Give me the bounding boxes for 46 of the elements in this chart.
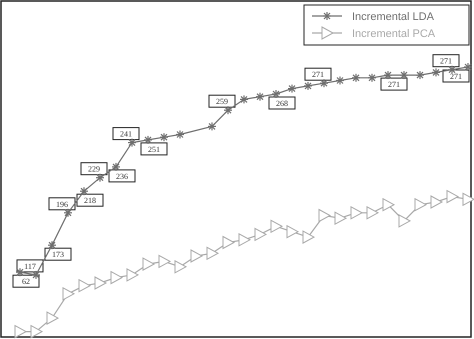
annotation: 173: [52, 250, 64, 260]
point: [78, 279, 90, 292]
annotation: 196: [56, 200, 68, 209]
point: [238, 233, 250, 246]
point: [334, 212, 346, 225]
annotation: 62: [22, 277, 30, 286]
point: [286, 225, 298, 238]
point: [222, 236, 234, 249]
point: [462, 192, 474, 206]
point: [174, 260, 186, 274]
annotation: 268: [276, 99, 288, 108]
point: [46, 312, 58, 325]
point: [126, 268, 138, 282]
point: [366, 206, 378, 220]
point: [350, 206, 362, 220]
annotation: 271: [312, 70, 324, 80]
point: [158, 254, 170, 268]
annotation: 271: [388, 80, 400, 90]
annotation: 259: [216, 97, 228, 106]
point: [382, 198, 394, 212]
legend-label: Incremental LDA: [352, 11, 435, 23]
point: [270, 220, 282, 233]
point: [110, 271, 122, 284]
point: [414, 198, 426, 212]
annotation: 236: [116, 172, 128, 181]
point: [62, 287, 74, 300]
point: [30, 325, 42, 338]
annotation: 271: [450, 72, 462, 81]
point: [318, 209, 330, 222]
annotation: 241: [120, 130, 132, 139]
point: [14, 325, 26, 338]
annotation: 251: [148, 144, 160, 154]
point: [398, 214, 410, 228]
point: [446, 190, 458, 204]
point: [190, 250, 202, 262]
annotation: 271: [440, 56, 452, 66]
legend-label: Incremental PCA: [352, 28, 436, 40]
annotation: 117: [24, 262, 36, 271]
point: [302, 230, 314, 244]
point: [206, 246, 218, 260]
point: [254, 228, 266, 241]
annotation: 218: [84, 196, 96, 206]
annotation: 229: [88, 164, 100, 174]
point: [94, 276, 106, 290]
point: [142, 258, 154, 271]
point: [430, 196, 442, 208]
